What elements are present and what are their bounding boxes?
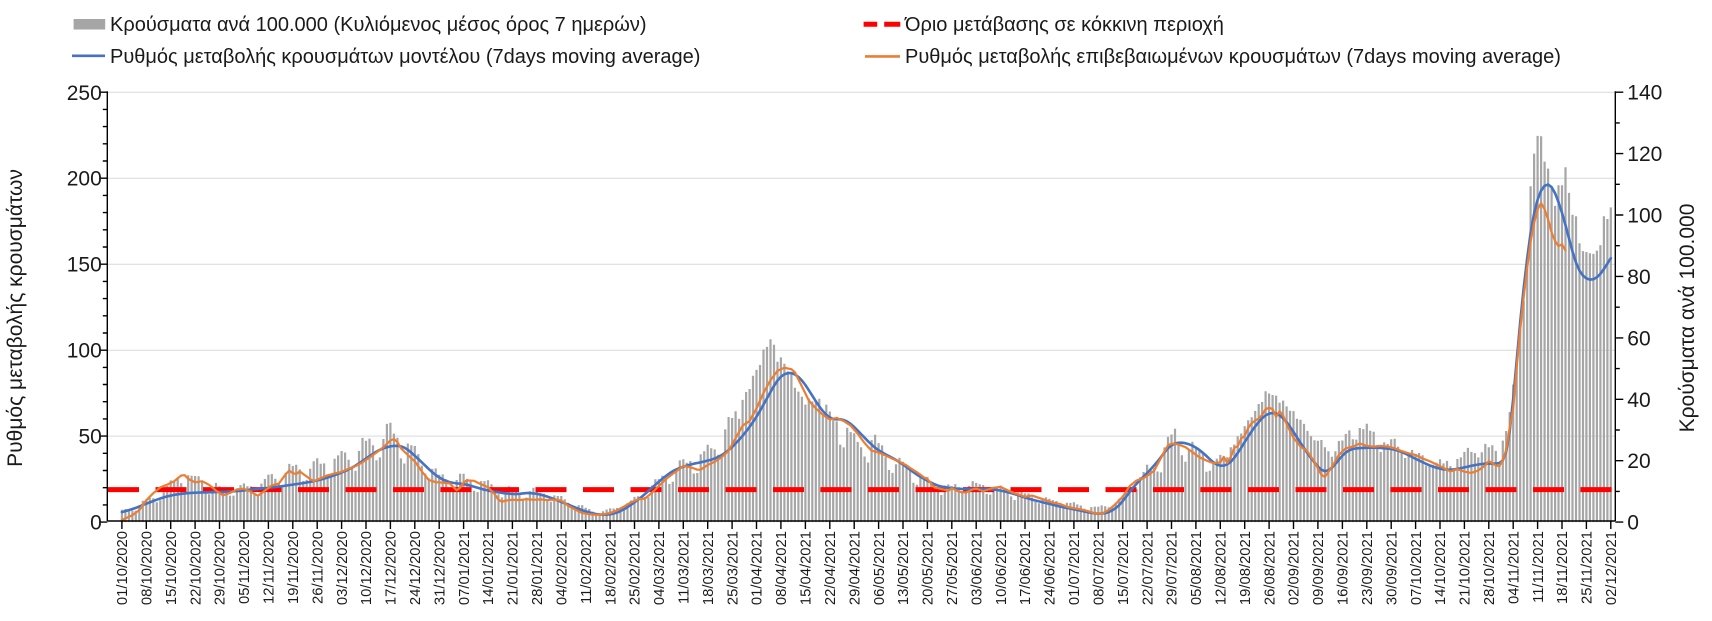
svg-text:24/06/2021: 24/06/2021: [1043, 531, 1059, 605]
svg-text:15/07/2021: 15/07/2021: [1116, 531, 1132, 605]
svg-text:02/09/2021: 02/09/2021: [1287, 531, 1303, 605]
svg-text:11/11/2021: 11/11/2021: [1531, 531, 1547, 603]
svg-text:Κρούσματα ανά 100.000: Κρούσματα ανά 100.000: [1676, 204, 1699, 433]
svg-text:29/10/2020: 29/10/2020: [213, 531, 229, 605]
svg-text:27/05/2021: 27/05/2021: [945, 531, 961, 605]
svg-text:100: 100: [67, 340, 102, 363]
svg-text:03/06/2021: 03/06/2021: [969, 531, 985, 605]
svg-text:40: 40: [1627, 389, 1650, 412]
svg-text:80: 80: [1627, 266, 1650, 289]
svg-text:100: 100: [1627, 205, 1662, 228]
svg-text:13/05/2021: 13/05/2021: [896, 531, 912, 605]
svg-text:04/02/2021: 04/02/2021: [555, 531, 571, 605]
svg-text:09/09/2021: 09/09/2021: [1311, 531, 1327, 605]
svg-text:20/05/2021: 20/05/2021: [921, 531, 937, 605]
svg-text:Ρυθμός μεταβολής επιβεβαιωμένω: Ρυθμός μεταβολής επιβεβαιωμένων κρουσμάτ…: [905, 46, 1561, 68]
svg-text:60: 60: [1627, 327, 1650, 350]
svg-text:21/01/2021: 21/01/2021: [506, 531, 522, 605]
svg-text:05/11/2020: 05/11/2020: [237, 531, 253, 604]
svg-text:17/12/2020: 17/12/2020: [384, 531, 400, 605]
svg-text:11/03/2021: 11/03/2021: [677, 531, 693, 604]
svg-text:25/03/2021: 25/03/2021: [725, 531, 741, 605]
svg-text:08/07/2021: 08/07/2021: [1092, 531, 1108, 605]
svg-text:05/08/2021: 05/08/2021: [1189, 531, 1205, 605]
svg-text:01/04/2021: 01/04/2021: [750, 531, 766, 605]
svg-text:26/08/2021: 26/08/2021: [1262, 531, 1278, 605]
svg-text:200: 200: [67, 168, 102, 191]
svg-text:22/10/2020: 22/10/2020: [188, 531, 204, 605]
svg-text:12/11/2020: 12/11/2020: [262, 531, 278, 604]
svg-text:26/11/2020: 26/11/2020: [310, 531, 326, 604]
svg-text:22/04/2021: 22/04/2021: [823, 531, 839, 605]
svg-text:08/04/2021: 08/04/2021: [774, 531, 790, 605]
svg-text:14/01/2021: 14/01/2021: [481, 531, 497, 605]
svg-text:0: 0: [90, 512, 102, 535]
svg-text:17/06/2021: 17/06/2021: [1018, 531, 1034, 605]
svg-text:18/03/2021: 18/03/2021: [701, 531, 717, 605]
svg-text:25/11/2021: 25/11/2021: [1580, 531, 1596, 604]
svg-text:01/07/2021: 01/07/2021: [1067, 531, 1083, 605]
svg-text:01/10/2020: 01/10/2020: [115, 531, 131, 605]
svg-text:250: 250: [67, 82, 102, 105]
svg-text:15/10/2020: 15/10/2020: [164, 531, 180, 605]
svg-text:11/02/2021: 11/02/2021: [579, 531, 595, 604]
svg-text:10/06/2021: 10/06/2021: [994, 531, 1010, 605]
svg-text:21/10/2021: 21/10/2021: [1458, 531, 1474, 605]
svg-text:06/05/2021: 06/05/2021: [872, 531, 888, 605]
svg-text:0: 0: [1627, 512, 1639, 535]
svg-text:02/12/2021: 02/12/2021: [1604, 531, 1620, 605]
svg-text:50: 50: [78, 426, 101, 449]
svg-text:22/07/2021: 22/07/2021: [1140, 531, 1156, 605]
svg-text:25/02/2021: 25/02/2021: [628, 531, 644, 605]
svg-text:20: 20: [1627, 450, 1650, 473]
svg-text:12/08/2021: 12/08/2021: [1214, 531, 1230, 605]
svg-text:30/09/2021: 30/09/2021: [1384, 531, 1400, 605]
svg-text:18/11/2021: 18/11/2021: [1555, 531, 1571, 604]
svg-text:24/12/2020: 24/12/2020: [408, 531, 424, 605]
svg-text:07/10/2021: 07/10/2021: [1409, 531, 1425, 605]
svg-text:08/10/2020: 08/10/2020: [140, 531, 156, 605]
svg-text:15/04/2021: 15/04/2021: [799, 531, 815, 605]
svg-text:120: 120: [1627, 143, 1662, 166]
svg-text:07/01/2021: 07/01/2021: [457, 531, 473, 605]
svg-text:28/10/2021: 28/10/2021: [1482, 531, 1498, 605]
svg-text:14/10/2021: 14/10/2021: [1433, 531, 1449, 605]
svg-text:19/11/2020: 19/11/2020: [286, 531, 302, 604]
svg-text:28/01/2021: 28/01/2021: [530, 531, 546, 605]
svg-text:31/12/2020: 31/12/2020: [432, 531, 448, 605]
svg-text:19/08/2021: 19/08/2021: [1238, 531, 1254, 605]
svg-text:04/03/2021: 04/03/2021: [652, 531, 668, 605]
svg-text:Όριο μετάβασης σε κόκκινη περι: Όριο μετάβασης σε κόκκινη περιοχή: [904, 14, 1224, 36]
svg-text:18/02/2021: 18/02/2021: [603, 531, 619, 605]
svg-text:29/04/2021: 29/04/2021: [847, 531, 863, 605]
svg-text:10/12/2020: 10/12/2020: [359, 531, 375, 605]
svg-text:04/11/2021: 04/11/2021: [1506, 531, 1522, 604]
svg-text:140: 140: [1627, 82, 1662, 105]
svg-text:Κρούσματα ανά 100.000 (Κυλιόμε: Κρούσματα ανά 100.000 (Κυλιόμενος μέσος …: [110, 14, 647, 36]
svg-text:Ρυθμός μεταβολής κρουσμάτων μο: Ρυθμός μεταβολής κρουσμάτων μοντέλου (7d…: [110, 46, 700, 68]
svg-text:03/12/2020: 03/12/2020: [335, 531, 351, 605]
svg-text:23/09/2021: 23/09/2021: [1360, 531, 1376, 605]
svg-text:16/09/2021: 16/09/2021: [1336, 531, 1352, 605]
svg-text:150: 150: [67, 254, 102, 277]
svg-text:Ρυθμός μεταβολής κρουσμάτων: Ρυθμός μεταβολής κρουσμάτων: [4, 169, 27, 467]
svg-text:29/07/2021: 29/07/2021: [1165, 531, 1181, 605]
